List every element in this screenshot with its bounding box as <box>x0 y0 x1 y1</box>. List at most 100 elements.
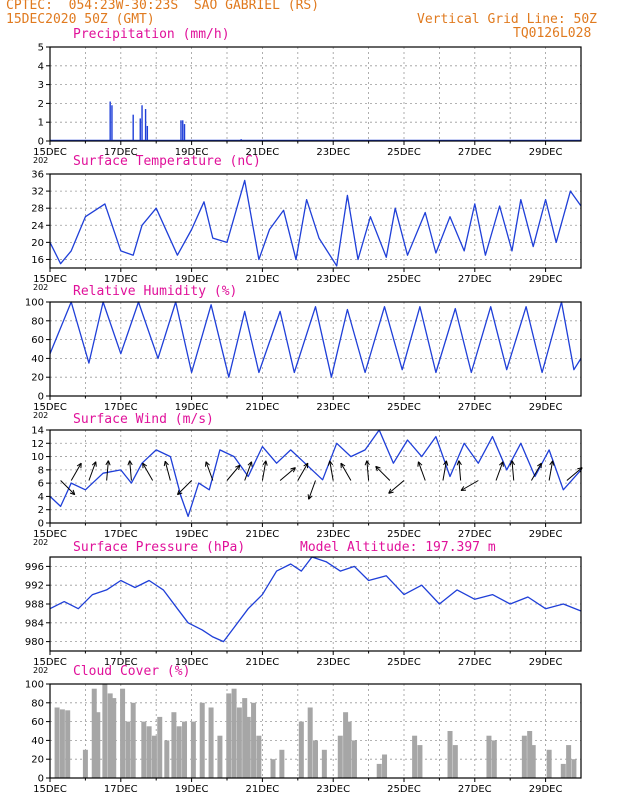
cloud-bar <box>351 740 357 778</box>
wind-arrow-head <box>445 460 449 466</box>
cloud-x-tick-label: 25DEC <box>387 784 421 795</box>
temp-x-tick-label: 25DEC <box>387 274 421 285</box>
precip-y-tick-label: 2 <box>38 99 44 110</box>
temp-x-tick-label: 21DEC <box>246 274 280 285</box>
precip-x-tick-label: 23DEC <box>316 147 350 158</box>
precip-x-tick-label: 15DEC <box>33 147 67 158</box>
cloud-bar <box>417 745 423 778</box>
cloud-bar <box>376 763 382 778</box>
cloud-y-tick-label: 20 <box>31 755 44 766</box>
cloud-bar <box>521 735 527 778</box>
wind-y-tick-label: 14 <box>31 426 44 437</box>
cloud-y-tick-label: 80 <box>31 698 44 709</box>
wind-arrow-head <box>498 461 504 466</box>
wind-x-tick-label: 23DEC <box>316 529 350 540</box>
wind-arrow <box>261 460 267 481</box>
cloud-x-tick-label: 27DEC <box>458 784 492 795</box>
precip-bar <box>180 120 182 141</box>
wind-arrow-head <box>72 489 76 495</box>
wind-arrow <box>205 461 214 481</box>
cloud-x-tick-label: 23DEC <box>316 784 350 795</box>
wind-arrow <box>129 460 132 481</box>
wind-arrow <box>279 467 296 481</box>
header-model-code: TQ0126L028 <box>513 26 592 41</box>
wind-arrow-head <box>292 467 296 473</box>
cloud-bar <box>164 740 170 778</box>
wind-arrow-head <box>366 460 370 466</box>
press-x-tick-label: 21DEC <box>246 657 280 668</box>
wind-arrow-head <box>238 465 241 471</box>
rh-x-tick-label: 15DEC <box>33 402 67 413</box>
wind-arrow <box>366 460 370 481</box>
title-precipitation: Precipitation (mm/h) <box>73 27 230 42</box>
wind-arrow-head <box>262 460 267 466</box>
temp-y-tick-label: 20 <box>31 238 44 249</box>
wind-arrow <box>566 467 583 481</box>
precip-bar <box>139 118 141 141</box>
wind-arrow-head <box>76 462 82 467</box>
wind-arrow-head <box>388 491 394 494</box>
cloud-bar <box>447 731 453 778</box>
wind-arrow-head <box>511 460 515 466</box>
cloud-y-tick-label: 100 <box>25 680 44 691</box>
wind-arrow-head <box>340 462 346 467</box>
temp-y-tick-label: 24 <box>31 221 44 232</box>
temp-x-tick-label: 29DEC <box>529 274 563 285</box>
precip-bar <box>141 105 143 141</box>
cloud-bar <box>346 721 352 778</box>
wind-arrow <box>106 460 109 481</box>
temp-x-tick-label: 19DEC <box>175 274 209 285</box>
wind-arrow <box>164 461 171 481</box>
wind-x-tick-label: 19DEC <box>175 529 209 540</box>
title-cloud-cover: Cloud Cover (%) <box>73 664 191 679</box>
wind-arrow-head <box>375 466 378 472</box>
cloud-bar <box>208 707 214 778</box>
pressure-altitude-annotation: Model Altitude: 197.397 m <box>300 540 496 555</box>
precip-bar <box>183 124 186 141</box>
cloud-bar <box>130 702 136 778</box>
cloud-bar <box>486 735 492 778</box>
wind-arrow-head <box>69 492 75 496</box>
precip-year-fragment: 202 <box>33 156 48 165</box>
precip-frame <box>49 46 582 142</box>
wind-arrow <box>375 466 391 481</box>
cloud-bar <box>146 726 152 778</box>
wind-arrow <box>442 460 447 481</box>
rh-y-tick-label: 20 <box>31 373 44 384</box>
precip-x-tick-label: 17DEC <box>104 147 138 158</box>
wind-arrow <box>142 462 154 481</box>
wind-arrow-head <box>163 461 166 467</box>
wind-arrow-head <box>95 461 97 467</box>
wind-arrow-head <box>127 460 131 466</box>
wind-arrow-head <box>456 460 460 466</box>
wind-arrow-head <box>418 461 423 466</box>
wind-y-tick-label: 0 <box>38 519 44 530</box>
cloud-bar <box>176 726 182 778</box>
press-year-fragment: 202 <box>33 666 48 675</box>
header-grid-line: Vertical Grid Line: 50Z <box>417 12 598 27</box>
title-humidity: Relative Humidity (%) <box>73 284 238 299</box>
wind-arrow <box>548 460 554 481</box>
wind-arrow-head <box>375 465 381 469</box>
cloud-bar <box>91 688 97 778</box>
precip-bar <box>111 105 113 141</box>
wind-arrow-head <box>443 460 447 466</box>
cloud-bar <box>343 712 349 778</box>
wind-arrow <box>458 460 462 481</box>
wind-arrow <box>70 462 82 481</box>
header-date: 15DEC2020 50Z (GMT) <box>6 12 155 27</box>
cloud-bar <box>530 745 536 778</box>
wind-arrow-head <box>129 460 133 466</box>
cloud-y-tick-label: 40 <box>31 736 44 747</box>
cloud-bar <box>95 712 101 778</box>
wind-x-tick-label: 15DEC <box>33 529 67 540</box>
wind-arrow-head <box>290 467 296 470</box>
press-y-tick-label: 980 <box>25 637 44 648</box>
press-y-tick-label: 988 <box>25 600 44 611</box>
wind-arrow-head <box>308 495 313 500</box>
temp-y-tick-label: 16 <box>31 255 44 266</box>
cloud-x-tick-label: 15DEC <box>33 784 67 795</box>
temp-year-fragment: 202 <box>33 283 48 292</box>
press-x-tick-label: 29DEC <box>529 657 563 668</box>
wind-x-tick-label: 29DEC <box>529 529 563 540</box>
